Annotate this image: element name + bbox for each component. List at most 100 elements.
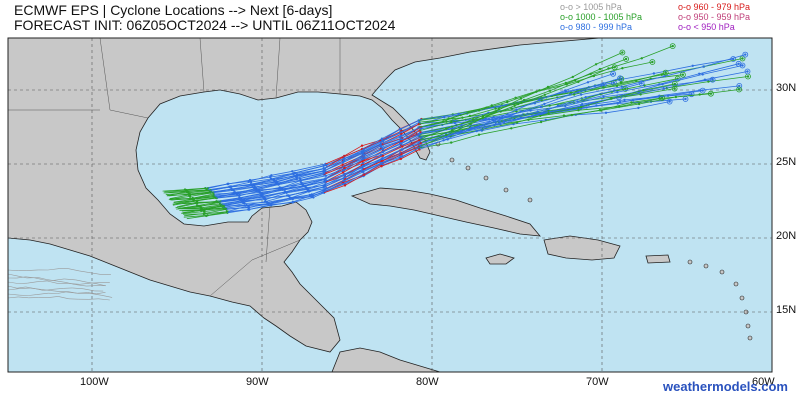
track-segment — [192, 194, 214, 199]
track-segment — [380, 136, 401, 146]
track-segment — [421, 114, 453, 120]
track-segment — [284, 185, 306, 191]
track-segment — [179, 209, 201, 211]
track-point — [419, 142, 423, 145]
track-segment — [631, 97, 663, 103]
weak-track-segment — [77, 292, 88, 294]
track-segment — [324, 158, 344, 169]
track-point — [579, 105, 583, 109]
track-end-marker — [638, 80, 645, 87]
track-point — [668, 100, 671, 103]
track-point — [746, 75, 750, 78]
track-segment — [165, 191, 188, 194]
weak-track-segment — [86, 285, 98, 287]
track-segment — [399, 121, 420, 133]
track-segment — [514, 94, 545, 107]
track-point — [741, 64, 744, 67]
track-segment — [213, 190, 234, 194]
track-segment — [540, 109, 579, 117]
track-segment — [189, 192, 214, 197]
track-segment — [419, 121, 452, 131]
lat-tick-20n: 20N — [776, 230, 797, 242]
track-segment — [702, 65, 743, 75]
track-segment — [364, 163, 381, 175]
weak-track-segment — [41, 289, 51, 291]
track-point — [593, 84, 596, 88]
track-segment — [168, 193, 190, 197]
track-segment — [223, 203, 245, 209]
track-segment — [574, 87, 604, 95]
track-segment — [175, 203, 197, 209]
weak-track-segment — [88, 298, 99, 300]
track-segment — [254, 182, 276, 186]
track-segment — [531, 105, 559, 117]
track-segment — [447, 130, 477, 140]
track-segment — [188, 190, 210, 194]
track-end-marker — [619, 49, 626, 56]
weak-track-segment — [8, 273, 19, 277]
track-segment — [262, 189, 285, 195]
track-segment — [588, 99, 625, 106]
track-segment — [644, 78, 678, 86]
track-segment — [643, 83, 675, 91]
weak-track-segment — [98, 298, 110, 301]
track-segment — [549, 79, 576, 92]
track-segment — [478, 127, 512, 136]
track-end-marker — [682, 96, 689, 102]
track-segment — [301, 179, 325, 185]
map-frame — [7, 37, 773, 373]
weak-track-segment — [57, 291, 66, 294]
legend-item-purple: o-o < 950 hPa — [678, 22, 735, 32]
track-segment — [399, 120, 419, 130]
track-segment — [362, 162, 383, 173]
track-point — [707, 80, 710, 83]
weak-track-segment — [8, 285, 18, 289]
forecast-init: FORECAST INIT: 06Z05OCT2024 --> UNTIL 06… — [14, 17, 396, 33]
track-point — [738, 84, 741, 88]
weak-track-segment — [8, 281, 19, 284]
track-segment — [233, 187, 254, 191]
track-segment — [226, 206, 249, 210]
track-point — [602, 83, 605, 87]
track-segment — [344, 165, 364, 178]
track-point — [624, 57, 628, 61]
weak-track-segment — [50, 290, 60, 292]
track-point — [457, 112, 460, 116]
weak-track-segment — [36, 292, 49, 295]
track-segment — [659, 73, 700, 85]
track-segment — [221, 200, 243, 206]
track-segment — [275, 175, 298, 183]
track-segment — [547, 76, 573, 88]
legend-item-red: o-o 960 - 979 hPa — [678, 2, 751, 12]
track-segment — [578, 68, 609, 83]
track-segment — [285, 185, 306, 193]
cyclone-tracks — [8, 43, 751, 301]
track-segment — [186, 187, 209, 191]
weak-track-segment — [101, 295, 113, 298]
weak-track-segment — [64, 278, 76, 281]
track-segment — [343, 170, 362, 182]
track-segment — [183, 214, 208, 218]
lon-tick-70w: 70W — [586, 376, 609, 388]
track-segment — [382, 139, 401, 150]
track-segment — [640, 88, 675, 95]
track-point — [576, 100, 579, 103]
track-point — [690, 93, 693, 96]
track-segment — [704, 71, 748, 81]
track-segment — [304, 180, 325, 187]
track-point — [579, 93, 583, 96]
track-segment — [282, 185, 304, 190]
weak-track-segment — [56, 280, 67, 283]
track-segment — [196, 201, 219, 204]
weak-track-segment — [16, 276, 26, 279]
track-segment — [541, 114, 572, 123]
track-point — [640, 82, 643, 85]
track-point — [744, 53, 747, 56]
track-segment — [382, 137, 403, 146]
track-segment — [470, 123, 496, 130]
track-point — [602, 86, 605, 89]
track-segment — [605, 107, 639, 114]
track-segment — [343, 157, 365, 168]
track-point — [624, 87, 627, 91]
track-segment — [617, 101, 652, 104]
